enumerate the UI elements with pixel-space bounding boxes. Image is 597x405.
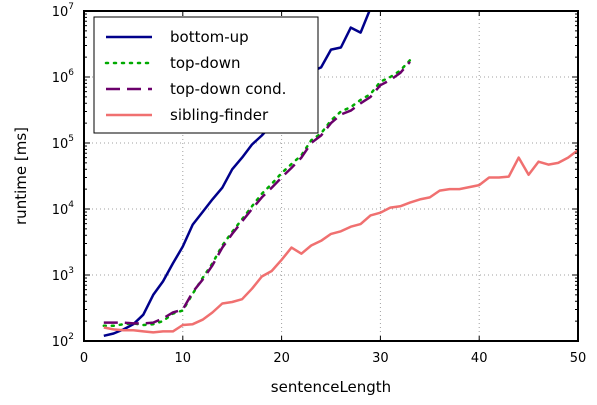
legend: bottom-up top-down top-down cond. sibling-f… — [93, 16, 319, 134]
legend-label-3: sibling-finder — [170, 106, 269, 124]
legend-label-2: top-down cond. — [170, 80, 286, 98]
x-tick-label: 0 — [80, 351, 88, 366]
y-axis-label: runtime [ms] — [12, 127, 30, 225]
x-axis-label: sentenceLength — [271, 378, 391, 396]
series-lines — [102, 11, 578, 338]
series-line-3 — [103, 149, 578, 334]
series-line-2 — [103, 60, 411, 325]
x-tick-label: 30 — [372, 351, 389, 366]
x-tick-label: 50 — [570, 351, 587, 366]
legend-label-1: top-down — [170, 54, 240, 72]
x-tick-label: 20 — [273, 351, 290, 366]
legend-label-0: bottom-up — [170, 28, 249, 46]
series-line-0 — [103, 11, 371, 338]
axis-ticks: 0 10 20 30 40 50 102 103 104 105 106 107 — [52, 2, 587, 366]
y-tick-label: 106 — [52, 68, 75, 86]
x-tick-label: 40 — [471, 351, 488, 366]
y-tick-label: 107 — [52, 2, 74, 20]
y-tick-label: 104 — [52, 200, 75, 218]
series-line-1 — [102, 58, 412, 328]
x-tick-label: 10 — [175, 351, 192, 366]
y-tick-label: 103 — [52, 266, 74, 284]
y-tick-label: 105 — [52, 134, 74, 152]
plot-frame — [83, 10, 579, 342]
y-tick-label: 102 — [52, 332, 74, 350]
